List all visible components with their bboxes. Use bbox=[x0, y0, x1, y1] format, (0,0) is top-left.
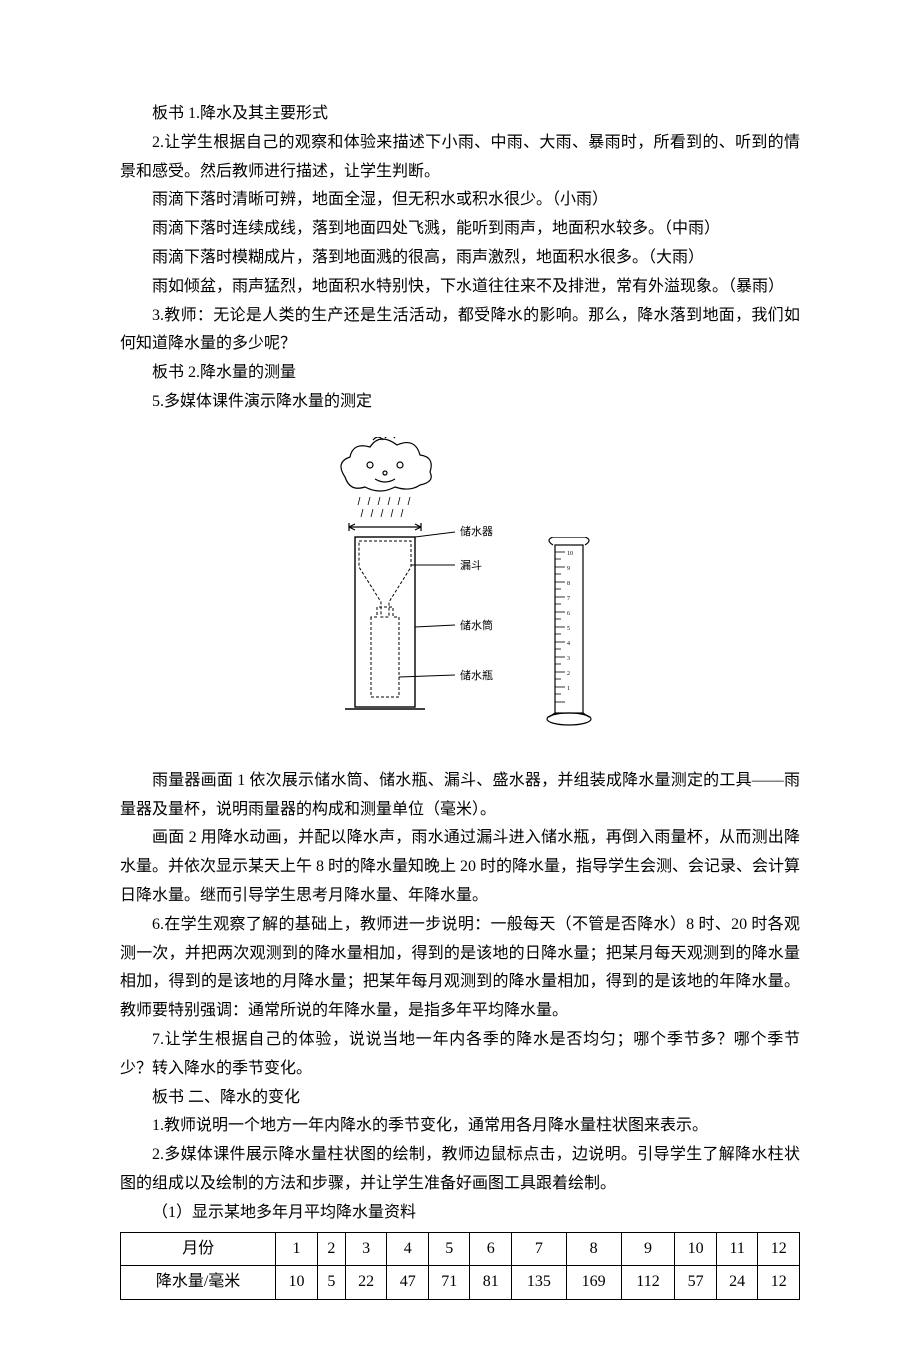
table-cell: 11 bbox=[716, 1232, 758, 1266]
table-row-label: 降水量/毫米 bbox=[121, 1266, 276, 1300]
label-tube: 储水筒 bbox=[460, 618, 493, 632]
label-bottle: 储水瓶 bbox=[460, 668, 493, 682]
svg-text:8: 8 bbox=[567, 581, 570, 587]
svg-text:5: 5 bbox=[567, 626, 570, 632]
paragraph: 雨量器画面 1 依次展示储水筒、储水瓶、漏斗、盛水器，并组装成降水量测定的工具—… bbox=[120, 767, 800, 825]
paragraph: 雨滴下落时清晰可辨，地面全湿，但无积水或积水很少。（小雨） bbox=[120, 186, 800, 215]
svg-text:2: 2 bbox=[567, 671, 570, 677]
table-cell: 9 bbox=[621, 1232, 675, 1266]
table-cell: 10 bbox=[675, 1232, 717, 1266]
paragraph: 画面 2 用降水动画，并配以降水声，雨水通过漏斗进入储水瓶，再倒入雨量杯，从而测… bbox=[120, 824, 800, 910]
table-cell: 5 bbox=[317, 1266, 345, 1300]
rain-gauge-figure: 储水器 漏斗 储水筒 储水瓶 bbox=[120, 437, 800, 737]
svg-text:6: 6 bbox=[567, 611, 570, 617]
paragraph: 6.在学生观察了解的基础上，教师进一步说明：一般每天（不管是否降水）8 时、20… bbox=[120, 911, 800, 1026]
paragraph: （1）显示某地多年月平均降水量资料 bbox=[120, 1199, 800, 1228]
table-cell: 12 bbox=[758, 1266, 800, 1300]
precipitation-table: 月份 1 2 3 4 5 6 7 8 9 10 11 12 降水量/毫米 10 … bbox=[120, 1232, 800, 1301]
table-header-label: 月份 bbox=[121, 1232, 276, 1266]
paragraph: 板书 2.降水量的测量 bbox=[120, 359, 800, 388]
table-cell: 5 bbox=[428, 1232, 470, 1266]
table-cell: 57 bbox=[675, 1266, 717, 1300]
paragraph: 2.多媒体课件展示降水量柱状图的绘制，教师边鼠标点击，边说明。引导学生了解降水柱… bbox=[120, 1141, 800, 1199]
table-cell: 47 bbox=[387, 1266, 429, 1300]
label-collector: 储水器 bbox=[460, 524, 493, 538]
paragraph: 雨滴下落时模糊成片，落到地面溅的很高，雨声激烈，地面积水很多。（大雨） bbox=[120, 244, 800, 273]
svg-text:3: 3 bbox=[567, 656, 570, 662]
table-cell: 112 bbox=[621, 1266, 675, 1300]
paragraph: 5.多媒体课件演示降水量的测定 bbox=[120, 388, 800, 417]
paragraph: 板书 1.降水及其主要形式 bbox=[120, 100, 800, 129]
table-cell: 22 bbox=[345, 1266, 387, 1300]
paragraph: 1.教师说明一个地方一年内降水的季节变化，通常用各月降水量柱状图来表示。 bbox=[120, 1112, 800, 1141]
label-funnel: 漏斗 bbox=[460, 559, 482, 572]
table-row: 降水量/毫米 10 5 22 47 71 81 135 169 112 57 2… bbox=[121, 1266, 800, 1300]
table-cell: 3 bbox=[345, 1232, 387, 1266]
table-row: 月份 1 2 3 4 5 6 7 8 9 10 11 12 bbox=[121, 1232, 800, 1266]
paragraph: 雨滴下落时连续成线，落到地面四处飞溅，能听到雨声，地面积水较多。（中雨） bbox=[120, 215, 800, 244]
table-cell: 135 bbox=[511, 1266, 566, 1300]
paragraph: 雨如倾盆，雨声猛烈，地面积水特别快，下水道往往来不及排泄，常有外溢现象。（暴雨） bbox=[120, 273, 800, 302]
table-cell: 7 bbox=[511, 1232, 566, 1266]
paragraph: 板书 二、降水的变化 bbox=[120, 1084, 800, 1113]
table-cell: 8 bbox=[566, 1232, 621, 1266]
table-cell: 10 bbox=[276, 1266, 318, 1300]
svg-text:9: 9 bbox=[567, 566, 570, 572]
table-cell: 12 bbox=[758, 1232, 800, 1266]
paragraph: 2.让学生根据自己的观察和体验来描述下小雨、中雨、大雨、暴雨时，所看到的、听到的… bbox=[120, 129, 800, 187]
svg-text:1: 1 bbox=[567, 686, 570, 692]
table-cell: 1 bbox=[276, 1232, 318, 1266]
measuring-cylinder-icon: 10 9 8 7 6 5 4 3 2 1 0-200毫 bbox=[535, 537, 605, 737]
table-cell: 4 bbox=[387, 1232, 429, 1266]
table-cell: 71 bbox=[428, 1266, 470, 1300]
svg-text:4: 4 bbox=[567, 641, 570, 647]
table-cell: 24 bbox=[716, 1266, 758, 1300]
svg-text:7: 7 bbox=[567, 596, 570, 602]
table-cell: 169 bbox=[566, 1266, 621, 1300]
paragraph: 7.让学生根据自己的体验，说说当地一年内各季的降水是否均匀；哪个季节多？哪个季节… bbox=[120, 1026, 800, 1084]
table-cell: 2 bbox=[317, 1232, 345, 1266]
paragraph: 3.教师：无论是人类的生产还是生活活动，都受降水的影响。那么，降水落到地面，我们… bbox=[120, 302, 800, 360]
table-cell: 6 bbox=[470, 1232, 512, 1266]
svg-text:10: 10 bbox=[567, 551, 573, 557]
table-cell: 81 bbox=[470, 1266, 512, 1300]
rain-gauge-apparatus-icon: 储水器 漏斗 储水筒 储水瓶 bbox=[315, 437, 515, 737]
